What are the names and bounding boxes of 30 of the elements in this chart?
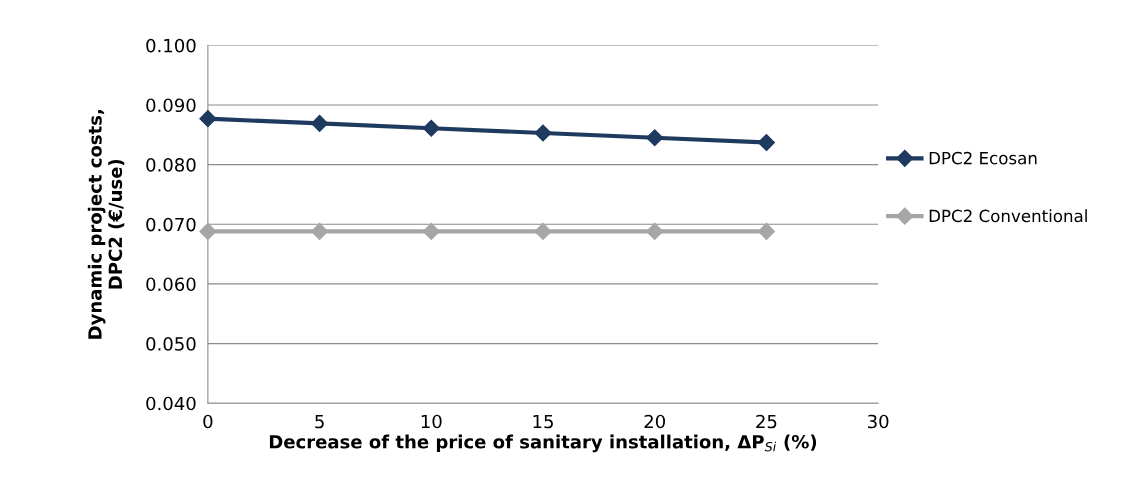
x-tick-label: 10	[421, 414, 442, 429]
y-tick-label: 0.090	[146, 98, 196, 113]
x-tick-label: 25	[756, 414, 777, 429]
y-tick-label: 0.040	[146, 396, 196, 411]
point	[311, 222, 329, 240]
point	[199, 110, 217, 128]
point	[422, 119, 440, 137]
point	[534, 124, 552, 142]
point	[757, 133, 775, 152]
y-axis-title: Dynamic project costs, DPC2 (€/use)	[87, 110, 125, 339]
y-tick-label: 0.060	[146, 277, 196, 292]
y-tick-label: 0.080	[146, 158, 196, 172]
point	[534, 222, 552, 240]
point	[422, 222, 440, 240]
point	[646, 222, 664, 240]
point	[311, 114, 329, 132]
x-tick-label: 30	[868, 414, 889, 429]
legend-label: DPC2 Conventional	[929, 209, 1087, 223]
x-axis-title: Decrease of the price of sanitary installation, ΔP$_{Si}$ (%)	[269, 434, 817, 453]
x-tick-label: 5	[315, 414, 324, 429]
point	[757, 222, 775, 240]
point	[646, 129, 664, 147]
y-tick-label: 0.070	[146, 217, 196, 232]
x-tick-label: 20	[644, 414, 665, 429]
legend-label: DPC2 Ecosan	[929, 151, 1037, 165]
y-tick-label: 0.050	[146, 337, 196, 351]
y-tick-label: 0.100	[146, 38, 196, 53]
point	[199, 222, 217, 240]
x-tick-label: 0	[203, 414, 213, 429]
x-tick-label: 15	[533, 414, 553, 429]
